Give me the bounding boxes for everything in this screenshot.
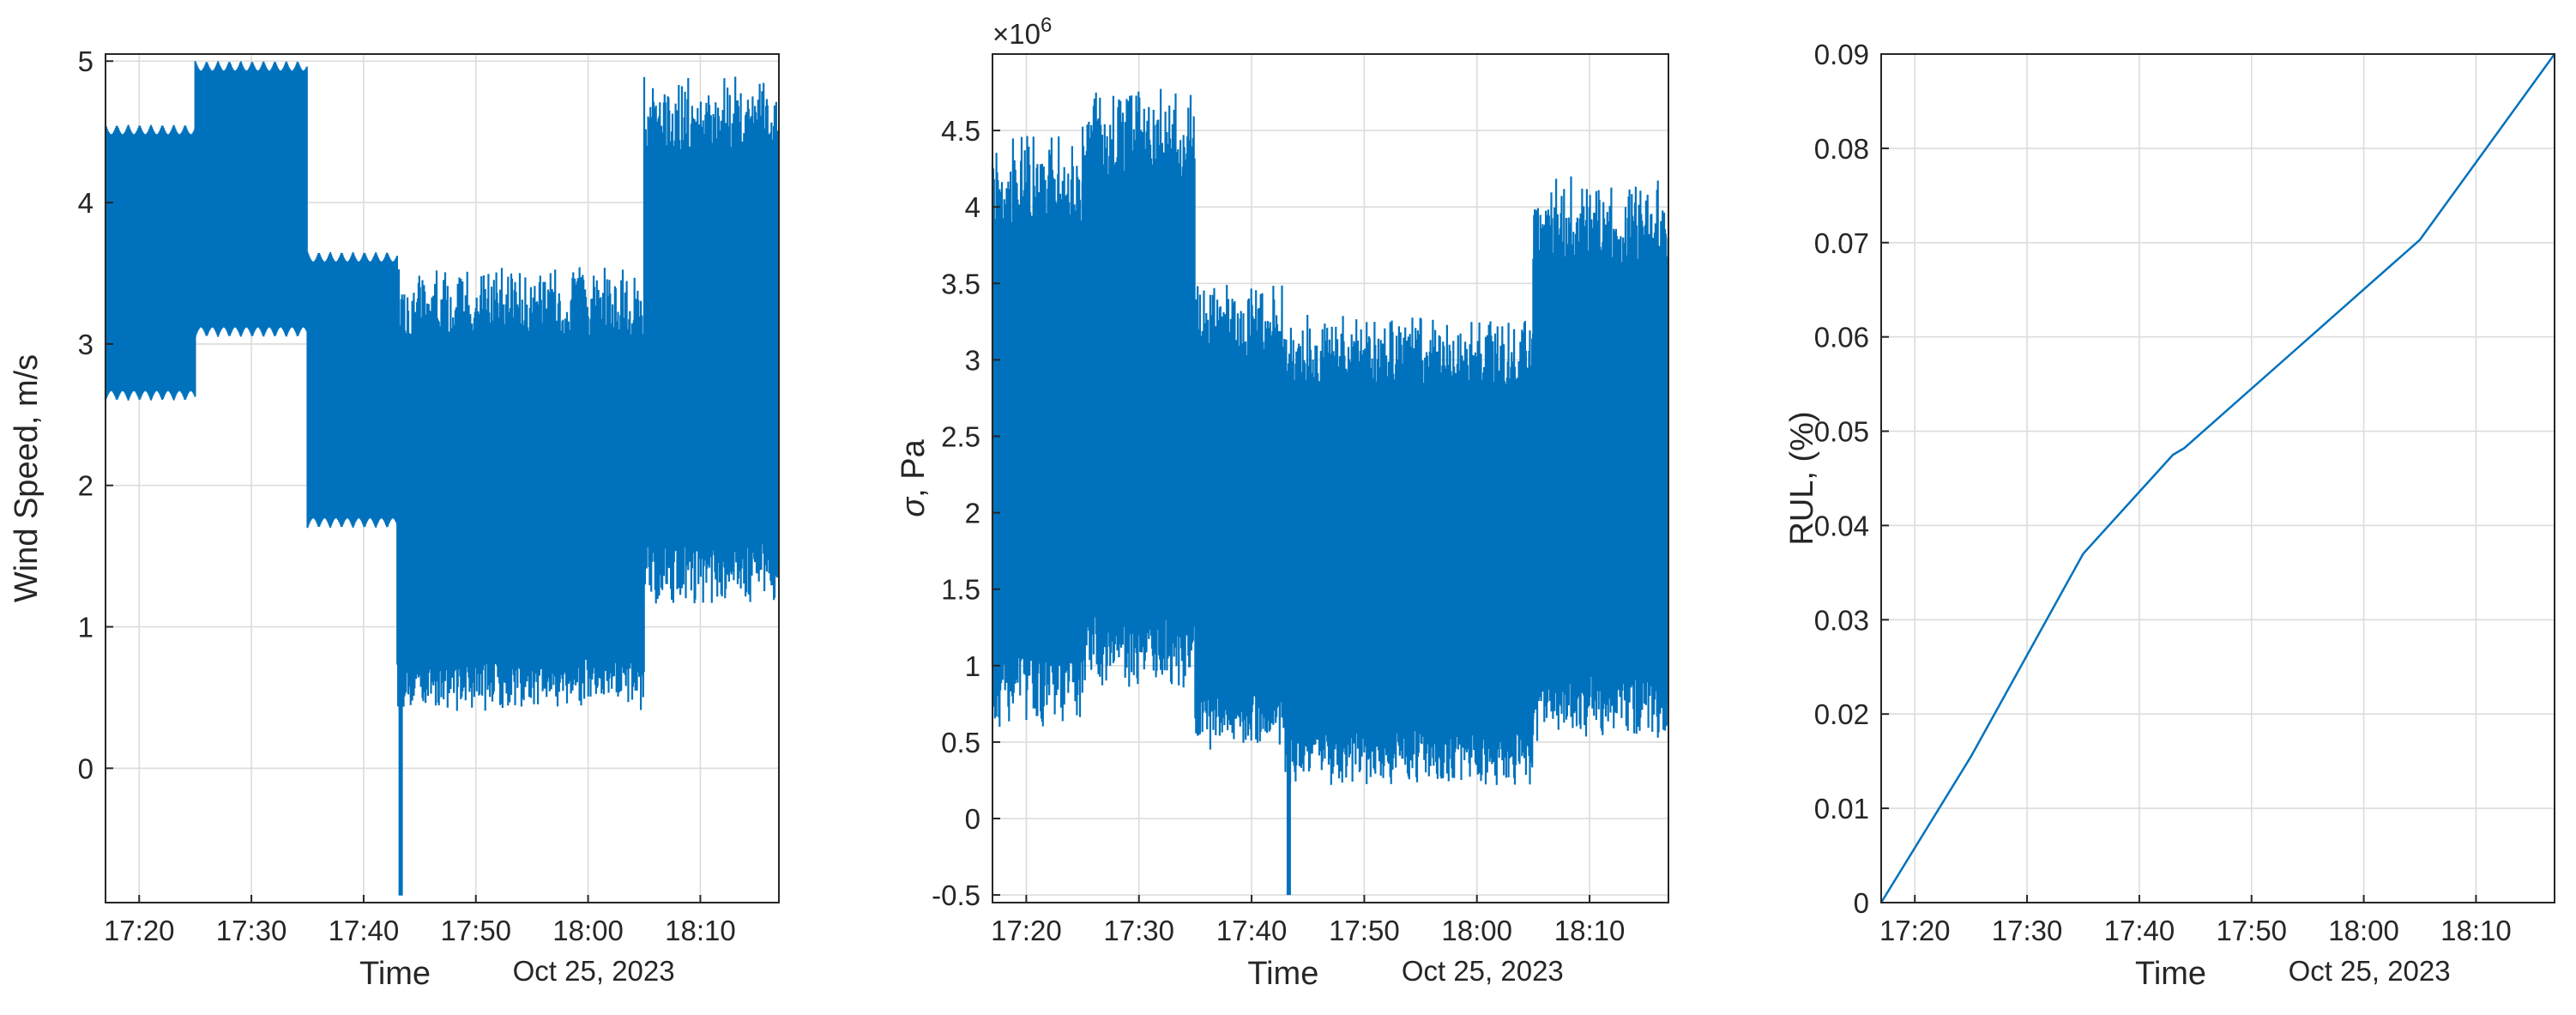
rul-x-tick-label: 17:40 bbox=[2104, 915, 2175, 946]
wind-y-tick-label: 3 bbox=[78, 329, 94, 360]
wind-y-tick-label: 2 bbox=[78, 470, 94, 502]
stress-y-axis-label-unit: , Pa bbox=[896, 438, 932, 497]
rul-y-tick-label: 0.01 bbox=[1814, 793, 1869, 825]
rul-x-tick-label: 17:50 bbox=[2216, 915, 2287, 946]
stress-x-tick-label: 17:40 bbox=[1216, 915, 1288, 946]
stress-x-tick-label: 18:10 bbox=[1554, 915, 1626, 946]
stress-y-tick-label: 4.5 bbox=[941, 115, 980, 147]
rul-plot-frame bbox=[1880, 53, 2555, 903]
rul-y-axis-label: RUL, (%) bbox=[1784, 411, 1820, 545]
stress-y-axis-label-symbol: σ bbox=[896, 496, 932, 517]
wind-x-axis-label: Time bbox=[359, 956, 431, 992]
wind-speed-chart: 17:20 17:30 17:40 17:50 18:00 18:10 0 1 2 3 4 5 Tim… bbox=[9, 45, 780, 992]
rul-y-tick-label: 0.02 bbox=[1814, 698, 1869, 730]
wind-y-tick-label: 0 bbox=[78, 752, 94, 784]
stress-y-tick-label: 3.5 bbox=[941, 268, 980, 299]
wind-x-tick-label: 18:00 bbox=[552, 915, 624, 946]
wind-x-tick-label: 17:50 bbox=[440, 915, 511, 946]
wind-y-tick-label: 1 bbox=[78, 612, 94, 643]
stress-segment-2 bbox=[1194, 284, 1287, 750]
stress-chart: 17:20 17:30 17:40 17:50 18:00 18:10 -0.5 0 0.5 1 1… bbox=[896, 14, 1669, 992]
stress-y-axis-label: σ, Pa bbox=[896, 438, 932, 517]
rul-chart: 17:20 17:30 17:40 17:50 18:00 18:10 0 0.01 0.02 0… bbox=[1784, 39, 2556, 992]
rul-y-tick-label: 0.05 bbox=[1814, 416, 1869, 448]
rul-y-tick-label: 0 bbox=[1854, 887, 1869, 919]
rul-series bbox=[1879, 53, 2556, 903]
stress-y-tick-label: 2 bbox=[965, 498, 980, 529]
rul-line bbox=[1879, 53, 2556, 903]
stress-date-label: Oct 25, 2023 bbox=[1402, 955, 1564, 987]
stress-segment-4 bbox=[1532, 176, 1669, 741]
stress-y-tick-label: 1 bbox=[965, 650, 980, 682]
wind-y-tick-label: 5 bbox=[78, 45, 94, 77]
rul-y-tick-label: 0.03 bbox=[1814, 604, 1869, 636]
stress-x-tick-label: 18:00 bbox=[1441, 915, 1512, 946]
wind-segment-1 bbox=[194, 61, 308, 337]
wind-x-tick-label: 17:20 bbox=[104, 915, 175, 946]
stress-y-tick-label: 2.5 bbox=[941, 420, 980, 452]
wind-plot-frame bbox=[105, 53, 780, 903]
rul-ticks: 17:20 17:30 17:40 17:50 18:00 18:10 0 0.01 0.02 0… bbox=[1814, 39, 2512, 946]
wind-y-tick-label: 4 bbox=[78, 187, 94, 219]
rul-grid bbox=[1881, 53, 2555, 903]
stress-y-tick-label: 4 bbox=[965, 191, 980, 223]
stress-y-tick-label: -0.5 bbox=[932, 879, 980, 911]
stress-x-axis-label: Time bbox=[1247, 956, 1318, 992]
stress-series bbox=[991, 88, 1669, 896]
stress-segment-1 bbox=[1082, 88, 1196, 688]
rul-x-tick-label: 17:30 bbox=[1992, 915, 2063, 946]
stress-ticks: 17:20 17:30 17:40 17:50 18:00 18:10 -0.5 0 0.5 1 1… bbox=[932, 115, 1625, 946]
wind-segment-4 bbox=[642, 76, 780, 604]
wind-y-axis-label: Wind Speed, m/s bbox=[9, 354, 45, 602]
rul-y-tick-label: 0.04 bbox=[1814, 510, 1869, 541]
rul-x-tick-label: 18:10 bbox=[2440, 915, 2512, 946]
stress-x-tick-label: 17:50 bbox=[1329, 915, 1400, 946]
wind-x-tick-label: 17:40 bbox=[329, 915, 400, 946]
wind-date-label: Oct 25, 2023 bbox=[513, 955, 675, 987]
wind-segment-3 bbox=[396, 267, 645, 711]
rul-y-tick-label: 0.06 bbox=[1814, 322, 1869, 353]
rul-date-label: Oct 25, 2023 bbox=[2289, 955, 2451, 987]
stress-exponent-power: 6 bbox=[1041, 14, 1052, 37]
stress-segment-0 bbox=[991, 136, 1083, 728]
wind-segment-0 bbox=[104, 124, 196, 401]
stress-y-tick-label: 0.5 bbox=[941, 727, 980, 758]
stress-plot-frame bbox=[992, 53, 1669, 903]
stress-exponent-base: ×10 bbox=[992, 18, 1041, 50]
stress-y-tick-label: 0 bbox=[965, 803, 980, 835]
stress-y-tick-label: 1.5 bbox=[941, 574, 980, 606]
stress-x-tick-label: 17:20 bbox=[991, 915, 1062, 946]
wind-x-tick-label: 17:30 bbox=[216, 915, 287, 946]
rul-y-tick-label: 0.09 bbox=[1814, 39, 1869, 70]
wind-speed-series bbox=[104, 61, 780, 896]
rul-x-tick-label: 17:20 bbox=[1879, 915, 1951, 946]
rul-x-tick-label: 18:00 bbox=[2328, 915, 2399, 946]
rul-x-axis-label: Time bbox=[2135, 956, 2206, 992]
stress-exponent-label: ×106 bbox=[992, 14, 1052, 50]
stress-y-tick-label: 3 bbox=[965, 344, 980, 376]
rul-y-tick-label: 0.08 bbox=[1814, 133, 1869, 165]
stress-x-tick-label: 17:30 bbox=[1103, 915, 1174, 946]
wind-x-tick-label: 18:10 bbox=[665, 915, 736, 946]
stress-segment-3 bbox=[1284, 314, 1535, 785]
wind-ticks: 17:20 17:30 17:40 17:50 18:00 18:10 0 1 2 3 4 5 bbox=[78, 45, 736, 946]
wind-segment-2 bbox=[306, 251, 398, 529]
rul-y-tick-label: 0.07 bbox=[1814, 227, 1869, 259]
